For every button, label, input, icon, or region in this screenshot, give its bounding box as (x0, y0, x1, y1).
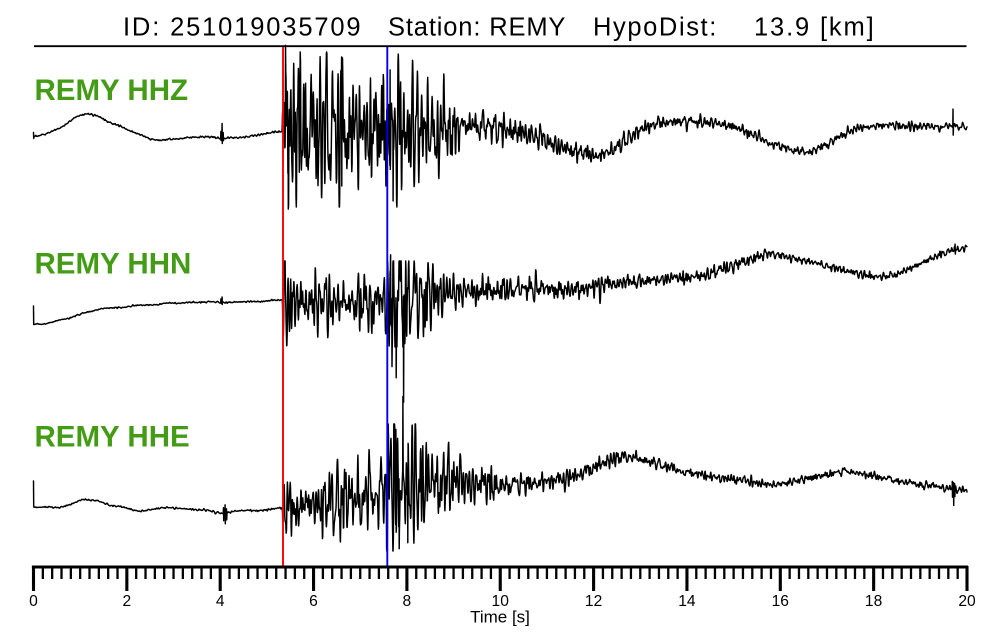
svg-text:HypoDist:: HypoDist: (593, 14, 718, 42)
svg-text:REMY HHN: REMY HHN (35, 248, 192, 281)
svg-text:20: 20 (958, 593, 976, 610)
svg-text:Station: REMY: Station: REMY (388, 14, 566, 42)
svg-text:2: 2 (122, 593, 131, 610)
svg-text:8: 8 (403, 593, 412, 610)
svg-text:16: 16 (772, 593, 789, 610)
svg-text:ID: 251019035709: ID: 251019035709 (123, 14, 362, 42)
svg-text:10: 10 (492, 593, 510, 610)
svg-text:6: 6 (309, 593, 318, 610)
svg-text:4: 4 (216, 593, 225, 610)
svg-text:12: 12 (585, 593, 602, 610)
svg-text:18: 18 (865, 593, 882, 610)
svg-text:0: 0 (29, 593, 38, 610)
svg-text:REMY HHZ: REMY HHZ (35, 74, 189, 107)
svg-text:14: 14 (678, 593, 696, 610)
svg-text:13.9 [km]: 13.9 [km] (754, 14, 876, 42)
svg-text:Time [s]: Time [s] (470, 608, 530, 627)
svg-text:REMY HHE: REMY HHE (35, 421, 190, 454)
